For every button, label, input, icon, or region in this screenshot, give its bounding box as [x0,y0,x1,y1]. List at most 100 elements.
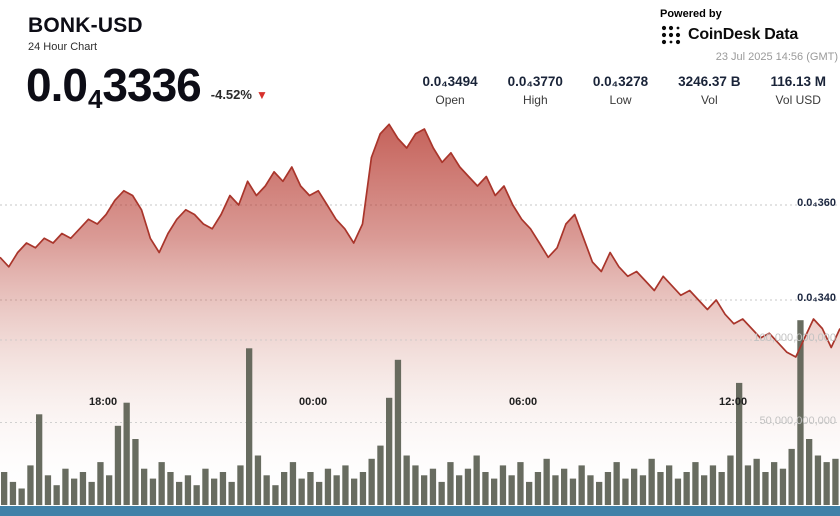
volume-bar[interactable] [683,472,690,505]
open-value: 0.0₄3494 [422,74,478,89]
volume-bar[interactable] [762,472,769,505]
volume-bar[interactable] [27,465,34,505]
volume-bar[interactable] [631,468,638,505]
volume-bar[interactable] [342,465,349,505]
volume-bar[interactable] [814,455,822,506]
volume-bar[interactable] [324,468,332,505]
volume-bar[interactable] [149,478,157,505]
volume-bar[interactable] [316,481,323,505]
coindesk-data-logo[interactable]: CoinDesk Data [660,24,798,46]
volume-bar[interactable] [141,468,148,505]
volume-bar[interactable] [447,462,454,505]
volume-bar[interactable] [123,402,130,505]
volume-bar[interactable] [779,468,787,505]
volume-bar[interactable] [648,458,655,505]
volume-bar[interactable] [307,472,314,505]
volume-bar[interactable] [263,475,270,505]
volume-bar[interactable] [823,462,830,505]
volume-bar[interactable] [701,475,708,505]
volume-bar[interactable] [709,465,717,505]
volume-bar[interactable] [543,458,550,505]
volume-bar[interactable] [1,472,8,505]
volume-bar[interactable] [587,475,594,505]
volume-bar[interactable] [797,320,804,505]
volume-bar[interactable] [727,455,734,506]
volume-bar[interactable] [351,478,358,505]
volume-bar[interactable] [18,488,25,506]
volume-bar[interactable] [114,425,122,505]
volume-bar[interactable] [499,465,507,505]
volume-bar[interactable] [202,468,209,505]
volume-bar[interactable] [438,481,445,505]
volume-bar[interactable] [622,478,629,505]
volume-bar[interactable] [228,481,235,505]
volume-bar[interactable] [44,475,52,505]
volume-bar[interactable] [219,472,227,505]
volume-bar[interactable] [394,359,402,505]
volume-bar[interactable] [62,468,69,505]
volume-bar[interactable] [753,458,760,505]
volume-bar[interactable] [71,478,78,505]
volume-bar[interactable] [289,462,297,505]
volume-bar[interactable] [736,382,743,505]
volume-bar[interactable] [456,475,463,505]
volume-bar[interactable] [403,455,410,506]
volume-bar[interactable] [272,485,279,505]
volume-bar[interactable] [281,472,288,505]
volume-bar[interactable] [744,465,752,505]
volume-bar[interactable] [333,475,340,505]
volume-bar[interactable] [79,472,87,505]
volume-bar[interactable] [246,348,253,506]
volume-bar[interactable] [491,478,498,505]
volume-bar[interactable] [473,455,480,506]
volume-bar[interactable] [211,478,218,505]
volume-bar[interactable] [517,462,524,505]
volume-bar[interactable] [578,465,585,505]
volume-bar[interactable] [771,462,778,505]
volume-bar[interactable] [526,481,533,505]
volume-bar[interactable] [464,468,472,505]
volume-bar[interactable] [193,485,200,505]
volume-bar[interactable] [674,478,682,505]
volume-bar[interactable] [596,481,603,505]
volume-bar[interactable] [508,475,515,505]
volume-bar[interactable] [604,472,612,505]
volume-bar[interactable] [613,462,620,505]
volume-bar[interactable] [421,475,428,505]
volume-bar[interactable] [106,475,113,505]
volume-bar[interactable] [254,455,262,506]
volume-bar[interactable] [832,458,839,505]
volume-bar[interactable] [53,485,60,505]
volume-bar[interactable] [657,472,664,505]
volume-bar[interactable] [237,465,244,505]
volume-bar[interactable] [429,468,437,505]
volume-bar[interactable] [132,439,139,505]
volume-bar[interactable] [386,397,393,506]
volume-bar[interactable] [552,475,559,505]
volume-bar[interactable] [36,414,43,506]
volume-bar[interactable] [561,468,568,505]
volume-bar[interactable] [97,462,104,505]
volume-bar[interactable] [184,475,192,505]
volume-bar[interactable] [569,478,577,505]
low-label: Low [609,93,632,107]
volume-bar[interactable] [377,445,384,505]
volume-bar[interactable] [359,472,367,505]
volume-bar[interactable] [666,465,673,505]
volume-bar[interactable] [806,439,813,505]
volume-bar[interactable] [158,462,165,505]
volume-bar[interactable] [718,472,725,505]
volume-bar[interactable] [534,472,542,505]
volume-bar[interactable] [176,481,183,505]
volume-bar[interactable] [368,458,375,505]
volume-bar[interactable] [412,465,419,505]
volume-bar[interactable] [639,475,647,505]
volume-bar[interactable] [482,472,489,505]
volume-bar[interactable] [88,481,95,505]
volume-bar[interactable] [298,478,305,505]
volume-bar[interactable] [167,472,174,505]
volume-bar[interactable] [788,448,795,505]
volume-bar[interactable] [692,462,699,505]
volume-bar[interactable] [9,481,17,505]
